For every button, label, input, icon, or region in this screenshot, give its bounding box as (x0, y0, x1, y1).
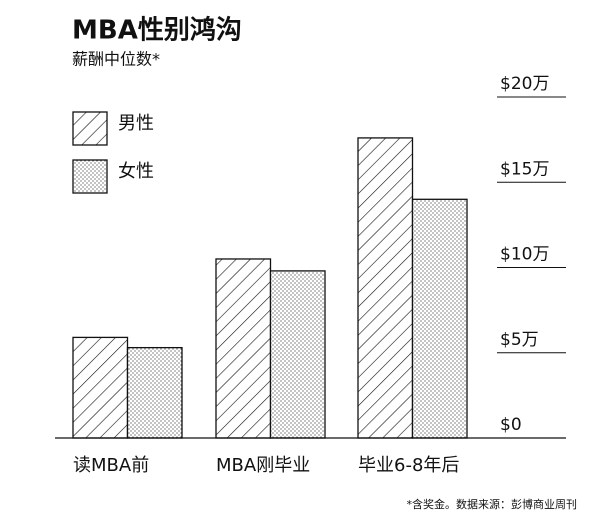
legend-label: 女性 (118, 161, 154, 182)
y-tick-label: $10万 (500, 245, 549, 265)
y-tick-label: $0 (500, 415, 522, 435)
bar (126, 346, 183, 439)
bar (72, 336, 129, 439)
legend-swatch (72, 159, 108, 194)
legend-label: 男性 (118, 113, 154, 134)
chart-title: MBA性别鸿沟 (72, 15, 242, 46)
legend-swatch (72, 111, 108, 146)
y-tick-label: $15万 (500, 159, 549, 179)
bar (411, 198, 468, 439)
bar (357, 137, 414, 439)
footnote: *含奖金。数据来源：彭博商业周刊 (407, 497, 578, 511)
bar (269, 270, 326, 439)
x-tick-label: 毕业6-8年后 (358, 455, 459, 476)
y-tick-label: $20万 (500, 74, 549, 94)
chart-subtitle: 薪酬中位数* (72, 50, 160, 69)
x-tick-label: MBA刚毕业 (216, 455, 310, 476)
y-tick-label: $5万 (500, 330, 539, 350)
x-tick-label: 读MBA前 (73, 455, 149, 476)
bar (215, 258, 272, 439)
